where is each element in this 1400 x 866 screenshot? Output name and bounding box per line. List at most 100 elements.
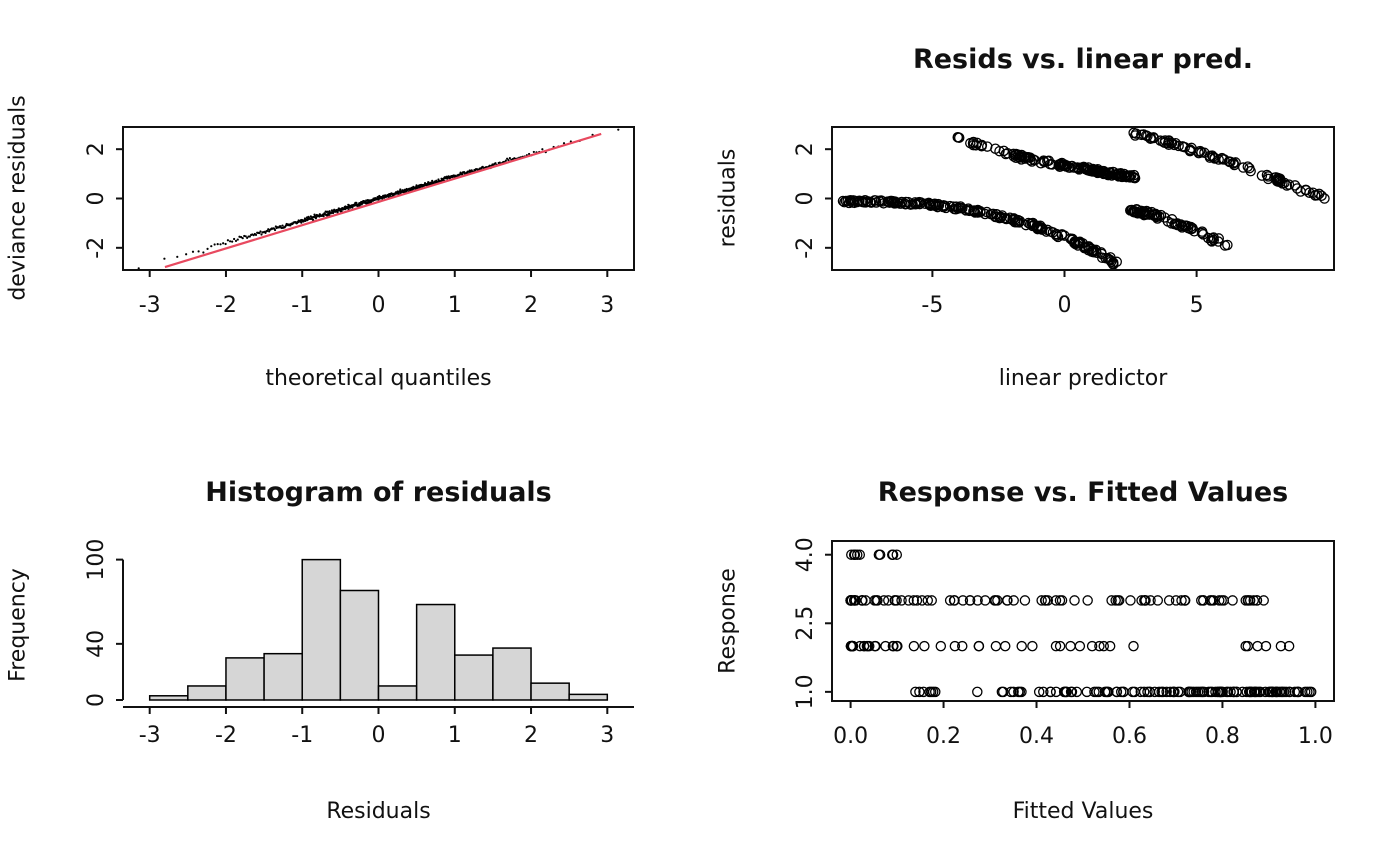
response-point xyxy=(1098,640,1110,652)
response-point xyxy=(919,640,930,652)
response-point xyxy=(1002,595,1013,606)
residual-point xyxy=(873,195,885,207)
response-point xyxy=(1013,686,1024,698)
residual-point xyxy=(1081,163,1092,175)
qq-plot-canvas: -3 -2 -1 0 1 2 3 -2 0 2 xyxy=(84,126,635,318)
residual-point xyxy=(1217,154,1228,165)
response-point xyxy=(1248,686,1260,698)
residual-point xyxy=(892,197,904,208)
y-tick-label: -2 xyxy=(84,237,109,259)
response-point xyxy=(1228,686,1239,698)
qq-point xyxy=(233,237,236,241)
residual-point xyxy=(1129,206,1141,217)
residual-point xyxy=(1213,233,1225,244)
response-point xyxy=(854,549,866,560)
hist-bar xyxy=(339,589,380,701)
histogram-canvas: -3 -2 -1 0 1 2 3 0 40 100 xyxy=(84,539,634,748)
response-point xyxy=(964,595,976,606)
response-point xyxy=(1136,595,1147,606)
response-point xyxy=(883,595,894,606)
residual-point xyxy=(1228,158,1239,169)
qq-reference-line xyxy=(164,132,602,269)
response-point xyxy=(1260,640,1272,652)
residual-point xyxy=(1155,209,1167,221)
x-tick-label: 3 xyxy=(600,723,614,748)
residual-point xyxy=(972,207,983,218)
y-tick-label: 1.0 xyxy=(793,674,818,709)
response-point xyxy=(1284,686,1295,698)
response-point xyxy=(1036,595,1047,606)
response-point xyxy=(916,595,928,606)
response-point xyxy=(1258,595,1269,606)
response-point xyxy=(910,686,921,698)
residual-point xyxy=(996,210,1008,221)
response-point xyxy=(1168,686,1179,698)
response-point xyxy=(1227,595,1238,606)
response-point xyxy=(1242,640,1254,652)
response-point xyxy=(873,549,885,560)
residual-point xyxy=(1056,229,1068,240)
x-tick-label: 0 xyxy=(372,293,386,318)
residual-point xyxy=(1013,217,1025,228)
residual-point xyxy=(915,197,927,208)
hist-bar xyxy=(568,693,609,701)
response-point xyxy=(892,640,903,652)
response-point xyxy=(1104,640,1116,652)
response-point xyxy=(1140,595,1151,606)
qq-point xyxy=(254,233,258,237)
x-tick-label: 1.0 xyxy=(1298,724,1333,749)
residual-point xyxy=(1087,166,1099,177)
x-tick-label: 0.4 xyxy=(1019,724,1054,749)
response-point xyxy=(856,595,868,606)
y-tick-label: 0 xyxy=(84,192,109,206)
qq-point xyxy=(238,235,241,238)
x-axis-label: Residuals xyxy=(326,799,431,824)
qq-point xyxy=(240,236,243,239)
response-point xyxy=(1099,686,1111,698)
response-point xyxy=(1125,595,1136,606)
response-point xyxy=(1050,640,1062,652)
panel-qq-plot: deviance residuals -3 -2 -1 0 1 2 3 -2 0 2 theore… xyxy=(0,0,700,433)
plot-area xyxy=(137,128,620,270)
response-point xyxy=(888,640,899,652)
qq-point xyxy=(228,240,232,243)
qq-point xyxy=(504,159,507,162)
response-point xyxy=(1071,686,1083,698)
residual-point xyxy=(1166,137,1178,149)
qq-point xyxy=(216,243,219,246)
residual-point xyxy=(859,194,871,206)
response-point xyxy=(858,640,870,652)
response-point xyxy=(1061,686,1072,698)
residual-point xyxy=(1128,127,1139,139)
response-point xyxy=(1291,686,1303,698)
response-point xyxy=(1106,595,1117,606)
response-point xyxy=(1164,686,1176,698)
response-point xyxy=(935,640,947,652)
qq-point xyxy=(508,157,511,160)
response-point xyxy=(1248,595,1259,606)
residual-point xyxy=(849,197,860,209)
x-tick-label: 3 xyxy=(600,293,614,318)
residual-point xyxy=(1274,173,1286,185)
response-point xyxy=(908,595,920,606)
response-point xyxy=(1008,686,1019,698)
response-point xyxy=(848,595,860,606)
residual-point xyxy=(1092,167,1103,179)
residual-point xyxy=(1197,229,1209,240)
residual-point xyxy=(1079,242,1090,254)
x-tick-label: -1 xyxy=(291,293,313,318)
response-point xyxy=(944,595,956,606)
qq-point xyxy=(163,257,166,260)
x-tick-label: 2 xyxy=(524,293,538,318)
residual-point xyxy=(1088,245,1100,257)
qq-point xyxy=(241,237,244,240)
hist-bar xyxy=(225,657,265,701)
x-tick-label: 0.6 xyxy=(1112,724,1147,749)
residual-point xyxy=(1271,176,1283,187)
hist-bar xyxy=(454,654,494,701)
response-point xyxy=(871,595,882,606)
response-point xyxy=(1283,640,1295,652)
response-point xyxy=(1156,686,1167,698)
response-point xyxy=(1275,640,1287,652)
response-point xyxy=(889,595,901,606)
